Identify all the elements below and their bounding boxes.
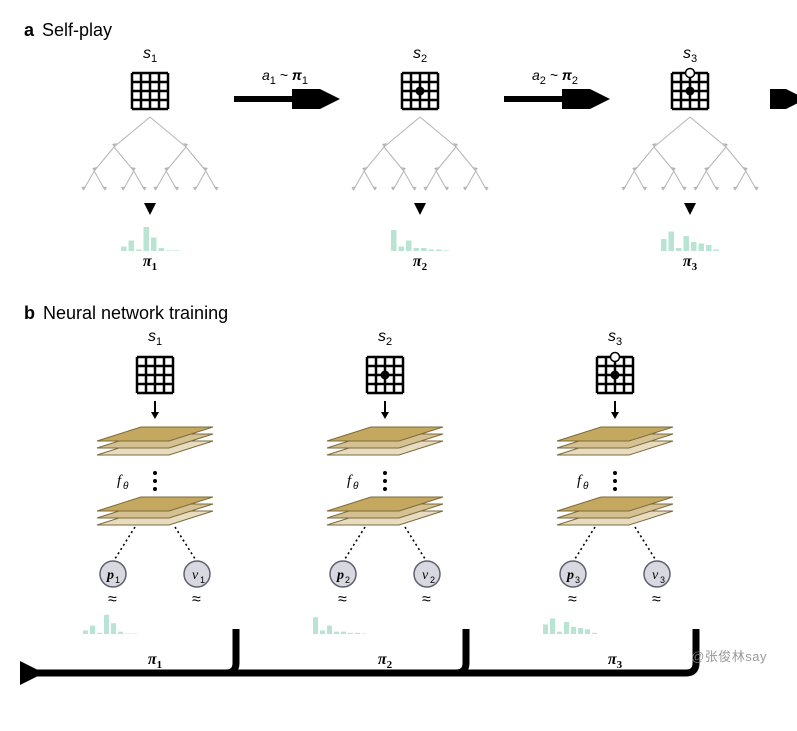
s1-label: s1	[143, 45, 157, 65]
svg-text:p: p	[566, 568, 574, 583]
panel-b-letter: b	[24, 303, 35, 324]
hist-pi2	[390, 221, 450, 251]
panel-a: a Self-play s1 π1 a1 ~ π1 s2 π2 a2 ~ π2	[20, 20, 777, 273]
svg-text:1: 1	[200, 575, 205, 585]
svg-text:≈: ≈	[568, 591, 577, 608]
panel-a-header: a Self-play	[24, 20, 777, 41]
nn-board-3	[591, 351, 639, 399]
transition-1: a1 ~ π1	[230, 45, 340, 109]
nn-board-1	[131, 351, 179, 399]
hist-pi3	[660, 221, 720, 251]
board-s1	[126, 67, 174, 115]
s2-label: s2	[413, 45, 427, 65]
hist-pi1	[120, 221, 180, 251]
svg-text:≈: ≈	[652, 591, 661, 608]
svg-text:v: v	[422, 568, 429, 583]
nn-s2-label: s2	[378, 328, 392, 348]
nn-s1-label: s1	[148, 328, 162, 348]
a2-label: a2 ~ π2	[532, 67, 578, 87]
tree-s1	[70, 111, 230, 221]
svg-text:3: 3	[575, 575, 580, 585]
panel-a-letter: a	[24, 20, 34, 41]
panel-a-title: Self-play	[42, 20, 112, 41]
svg-text:≈: ≈	[422, 591, 431, 608]
state-s2: s2 π2	[340, 45, 500, 273]
nn-container: s1 fθp1v1≈≈ 1π1 s2 fθp2v2≈≈ π2 s3 fθp3v3…	[20, 328, 777, 670]
nn-stack-1: fθp1v1≈≈	[80, 399, 230, 649]
nn-col-3: s3 fθp3v3≈≈ π3	[540, 328, 690, 670]
svg-text:θ: θ	[123, 481, 129, 492]
tree-s3	[610, 111, 770, 221]
svg-text:p: p	[106, 568, 114, 583]
svg-text:2: 2	[430, 575, 435, 585]
feedback-arrow	[20, 629, 780, 689]
s3-label: s3	[683, 45, 697, 65]
svg-text:3: 3	[660, 575, 665, 585]
svg-text:≈: ≈	[338, 591, 347, 608]
pi1-label: π1	[143, 253, 157, 273]
arrow-1	[230, 89, 340, 109]
svg-text:p: p	[336, 568, 344, 583]
nn-columns: s1 fθp1v1≈≈ 1π1 s2 fθp2v2≈≈ π2 s3 fθp3v3…	[20, 328, 777, 670]
svg-text:≈: ≈	[192, 591, 201, 608]
panel-b-title: Neural network training	[43, 303, 228, 324]
a1-label: a1 ~ π1	[262, 67, 308, 87]
board-s3	[666, 67, 714, 115]
state-s1: s1 π1	[70, 45, 230, 273]
transition-3: at ~ πt	[770, 45, 797, 109]
state-s3: s3 π3	[610, 45, 770, 273]
nn-stack-3: fθp3v3≈≈	[540, 399, 690, 649]
watermark: @张俊林say	[691, 646, 767, 665]
svg-text:2: 2	[345, 575, 350, 585]
nn-s3-label: s3	[608, 328, 622, 348]
board-s2	[396, 67, 444, 115]
nn-stack-2: fθp2v2≈≈	[310, 399, 460, 649]
svg-text:θ: θ	[353, 481, 359, 492]
svg-text:v: v	[652, 568, 659, 583]
pi2-label: π2	[413, 253, 427, 273]
arrow-3-dots	[770, 89, 797, 109]
nn-col-2: s2 fθp2v2≈≈ π2	[310, 328, 460, 670]
selfplay-row: s1 π1 a1 ~ π1 s2 π2 a2 ~ π2 s3	[20, 45, 777, 273]
svg-text:v: v	[192, 568, 199, 583]
panel-b: b Neural network training s1 fθp1v1≈≈ 1π…	[20, 303, 777, 670]
nn-col-1: s1 fθp1v1≈≈ 1π1	[80, 328, 230, 670]
svg-text:1: 1	[115, 575, 120, 585]
svg-text:θ: θ	[583, 481, 589, 492]
svg-text:≈: ≈	[108, 591, 117, 608]
tree-s2	[340, 111, 500, 221]
nn-board-2	[361, 351, 409, 399]
transition-2: a2 ~ π2	[500, 45, 610, 109]
panel-b-header: b Neural network training	[24, 303, 777, 324]
pi3-label: π3	[683, 253, 697, 273]
arrow-2	[500, 89, 610, 109]
